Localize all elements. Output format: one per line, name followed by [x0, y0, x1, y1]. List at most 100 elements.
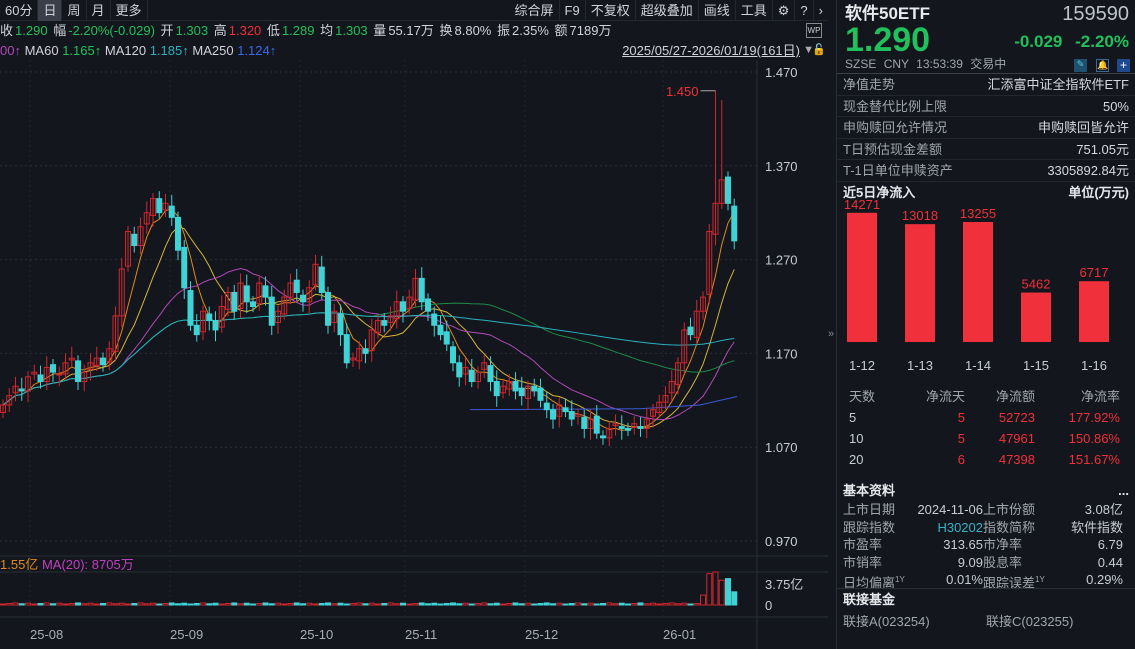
y-tick-label: 1.470: [765, 65, 798, 80]
linked-title: 联接基金: [843, 592, 896, 607]
wp-icon[interactable]: WP: [806, 23, 822, 38]
ma120-label: MA120: [104, 43, 147, 58]
candle-body: [481, 362, 488, 370]
volume-bar: [331, 603, 338, 606]
period-month[interactable]: 月: [87, 0, 111, 21]
flow-table-cell: 5: [957, 410, 965, 425]
no-adjust-button[interactable]: 不复权: [586, 0, 636, 21]
amount-value: 7189万: [569, 23, 612, 38]
volume-bar: [475, 602, 481, 606]
period-more[interactable]: 更多: [111, 0, 148, 21]
volume-bar: [206, 603, 213, 606]
candle-body: [493, 381, 500, 397]
date-range-selector[interactable]: 2025/05/27-2026/01/19(161日): [622, 43, 800, 58]
volume-bar: [37, 602, 44, 606]
candle-body: [262, 285, 269, 298]
volume-bar: [556, 602, 563, 606]
kline-chart[interactable]: 1.470 1.370 1.270 1.170 1.070 0.970 25-08 25-09…: [0, 60, 828, 649]
volume-bar: [462, 602, 469, 606]
candle-body: [362, 348, 369, 354]
flow-bar-label: 5462: [1022, 277, 1051, 292]
volume-bar: [456, 603, 463, 606]
f9-button[interactable]: F9: [560, 0, 586, 21]
composite-screen-button[interactable]: 综合屏: [510, 0, 560, 21]
basic-value: 0.01%: [946, 572, 983, 587]
candle-body: [706, 230, 713, 295]
flow-table-header: 净流额: [995, 389, 1035, 404]
volume-bar: [393, 603, 400, 606]
chevron-right-icon[interactable]: ›: [818, 2, 823, 18]
volume-bar: [175, 603, 181, 606]
fund-info-row: 申购赎回允许情况 申购赎回皆允许: [837, 117, 1135, 139]
candle-body: [100, 357, 106, 366]
volume-bar: [318, 602, 325, 606]
more-button[interactable]: ...: [1118, 483, 1129, 498]
flow-table-row: 5 5 52723 177.92%: [837, 407, 1135, 428]
candle-body: [387, 315, 394, 323]
flow-table-cell: 177.92%: [1068, 410, 1120, 425]
lock-icon[interactable]: 🔓: [812, 44, 826, 56]
period-week[interactable]: 周: [62, 0, 87, 21]
candle-body: [675, 362, 681, 385]
candle-body: [143, 212, 150, 225]
open-label: 开: [160, 23, 174, 38]
basic-value: 软件指数: [1070, 519, 1123, 535]
help-icon[interactable]: ?: [795, 0, 814, 21]
draw-button[interactable]: 画线: [699, 0, 736, 21]
ma5-line: [2, 208, 735, 431]
volume-bar: [356, 602, 363, 606]
volume-bar: [468, 603, 475, 606]
candle-body: [218, 306, 225, 328]
volume-bar: [537, 602, 544, 606]
volume-bar: [706, 573, 713, 606]
volume-bar: [0, 603, 6, 606]
flow-bar: [963, 221, 993, 342]
y-tick-label: 1.270: [765, 253, 798, 268]
fund-info-label: T-1日单位申赎资产: [843, 163, 953, 178]
tools-button[interactable]: 工具: [736, 0, 773, 21]
vol-label: 量: [373, 23, 387, 38]
quote-panel: 软件50ETF 159590 1.290 -0.029 -2.20% SZSE …: [828, 0, 1135, 649]
period-day[interactable]: 日: [38, 0, 63, 21]
candle-body: [331, 310, 338, 323]
flow-table-cell: 5: [957, 431, 965, 446]
volume-bar: [137, 602, 144, 606]
volume-bar: [200, 602, 206, 606]
currency: CNY: [883, 57, 909, 71]
candle-body: [518, 387, 525, 397]
x-tick-label: 25-10: [300, 627, 333, 642]
candle-body: [243, 285, 250, 303]
candle-body: [137, 226, 144, 247]
flow-date-label: 1-13: [907, 358, 933, 373]
fund-info-row: T-1日单位申赎资产 3305892.84元: [837, 160, 1135, 182]
candle-body: [731, 205, 738, 242]
edit-icon[interactable]: ✎: [1074, 59, 1087, 72]
turnover-label: 换: [439, 23, 453, 38]
basic-value: 2024-11-06: [917, 502, 983, 517]
period-60min[interactable]: 60分: [0, 0, 39, 21]
candle-body: [693, 310, 700, 338]
alert-icon[interactable]: 🔔: [1096, 59, 1109, 72]
candle-body: [125, 230, 131, 267]
amplitude-value: 2.35%: [512, 23, 549, 38]
volume-bar: [281, 603, 288, 606]
volume-bar: [550, 603, 556, 606]
dropdown-arrow-icon[interactable]: ▼: [803, 44, 814, 56]
flow-table-cell: 20: [849, 452, 864, 467]
change-pct: -2.20%: [1075, 32, 1129, 51]
overlay-button[interactable]: 超级叠加: [636, 0, 699, 21]
candle-body: [206, 313, 213, 322]
volume-bar: [350, 602, 356, 606]
low-value: 1.289: [281, 23, 315, 38]
linked-fund-c[interactable]: 联接C(023255): [986, 614, 1074, 629]
volume-bar: [100, 602, 106, 606]
candle-body: [487, 365, 494, 383]
gear-icon[interactable]: ⚙: [773, 0, 796, 21]
high-label: 高: [213, 23, 227, 38]
collapse-panel-icon[interactable]: »: [828, 328, 835, 340]
candle-body: [12, 385, 19, 394]
linked-fund-a[interactable]: 联接A(023254): [843, 614, 930, 629]
candle-body: [400, 301, 406, 312]
add-icon[interactable]: +: [1117, 59, 1130, 72]
volume-bar: [712, 571, 719, 606]
